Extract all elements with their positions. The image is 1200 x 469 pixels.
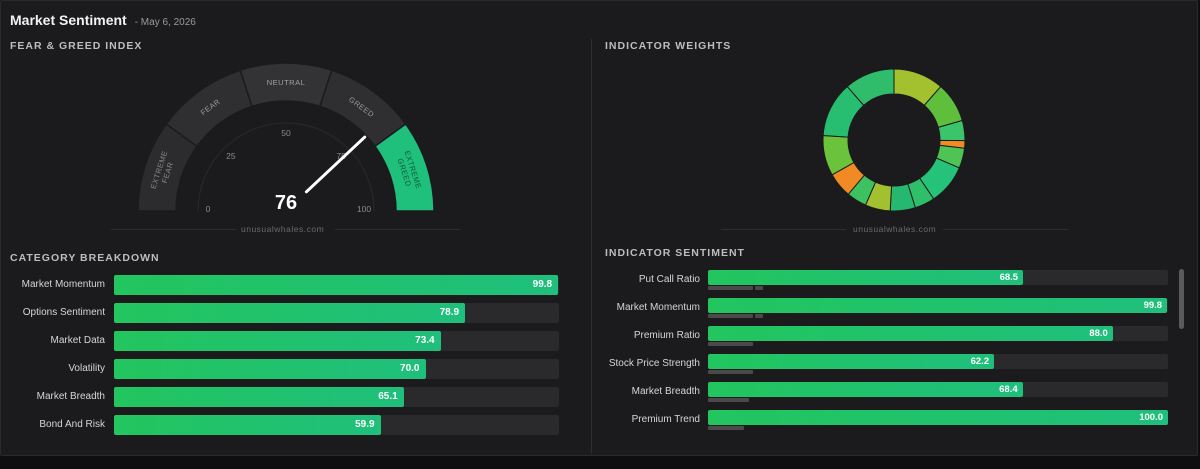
- category-bar: 70.0: [114, 359, 426, 379]
- category-bar-value: 65.1: [378, 391, 398, 402]
- indicator-bar: 68.5: [708, 270, 1024, 285]
- gauge-inner: [177, 102, 395, 211]
- category-label: Market Breadth: [36, 391, 105, 402]
- gauge-tick-label: 0: [206, 204, 211, 214]
- indicator-bar-track: 68.5: [708, 270, 1168, 285]
- category-label: Options Sentiment: [22, 307, 105, 318]
- gauge-zone-label: NEUTRAL: [267, 78, 306, 87]
- category-bar-value: 59.9: [355, 419, 375, 430]
- category-row[interactable]: Market Momentum 99.8: [1, 275, 581, 295]
- category-bar: 65.1: [114, 387, 404, 407]
- indicator-label: Put Call Ratio: [638, 274, 700, 285]
- indicator-label: Premium Trend: [631, 414, 700, 425]
- indicator-bar: 100.0: [708, 410, 1168, 425]
- indicator-row[interactable]: Market Momentum 99.8: [601, 298, 1171, 322]
- watermark-line-right: [335, 229, 460, 230]
- indicator-bar: 99.8: [708, 298, 1168, 313]
- gauge-tick-label: 50: [281, 128, 291, 138]
- gauge-zone-extreme-greed: [373, 122, 435, 212]
- indicator-bar-track: 100.0: [708, 410, 1168, 425]
- section-title-category-breakdown: CATEGORY BREAKDOWN: [10, 252, 160, 264]
- indicator-bar: 62.2: [708, 354, 995, 369]
- watermark-line-left-2: [721, 229, 846, 230]
- category-label: Bond And Risk: [39, 419, 105, 430]
- indicator-bar-track: 88.0: [708, 326, 1168, 341]
- category-row[interactable]: Market Data 73.4: [1, 331, 581, 351]
- indicator-bar-value: 68.5: [999, 272, 1019, 283]
- indicator-label: Market Breadth: [631, 386, 700, 397]
- indicator-label: Market Momentum: [616, 302, 700, 313]
- indicator-bar: 88.0: [708, 326, 1113, 341]
- section-title-indicator-weights: INDICATOR WEIGHTS: [605, 40, 732, 52]
- indicator-row[interactable]: Premium Trend 100.0: [601, 410, 1171, 434]
- category-bar-value: 99.8: [532, 279, 553, 290]
- indicator-bar-value: 88.0: [1089, 328, 1108, 339]
- category-row[interactable]: Market Breadth 65.1: [1, 387, 581, 407]
- category-bar-value: 73.4: [415, 335, 435, 346]
- watermark-line-right-2: [943, 229, 1068, 230]
- indicator-row[interactable]: Put Call Ratio 68.5: [601, 270, 1171, 294]
- indicator-bar: 68.4: [708, 382, 1023, 397]
- indicator-bar-value: 99.8: [1143, 300, 1163, 311]
- indicator-bar-value: 100.0: [1139, 412, 1163, 423]
- market-sentiment-panel: Market Sentiment - May 6, 2026 FEAR & GR…: [0, 0, 1198, 456]
- category-row[interactable]: Bond And Risk 59.9: [1, 415, 581, 435]
- category-label: Market Momentum: [21, 279, 105, 290]
- gauge-tick-label: 75: [336, 151, 346, 161]
- category-bar-track: 59.9: [114, 415, 559, 435]
- indicator-label: Premium Ratio: [633, 330, 700, 341]
- category-row[interactable]: Volatility 70.0: [1, 359, 581, 379]
- indicator-row[interactable]: Market Breadth 68.4: [601, 382, 1171, 406]
- indicator-label: Stock Price Strength: [608, 358, 700, 369]
- page-title: Market Sentiment: [10, 12, 127, 28]
- watermark-right: unusualwhales.com: [853, 224, 937, 234]
- gauge-tick-label: 100: [357, 204, 371, 214]
- category-bar: 59.9: [114, 415, 381, 435]
- category-bar-value: 70.0: [400, 363, 420, 374]
- indicator-bar-value: 68.4: [999, 384, 1018, 395]
- gauge-tick-label: 25: [226, 151, 236, 161]
- section-title-fear-greed: FEAR & GREED INDEX: [10, 40, 143, 52]
- indicator-bar-track: 62.2: [708, 354, 1168, 369]
- column-divider: [591, 39, 592, 454]
- category-label: Volatility: [68, 363, 105, 374]
- category-bar: 78.9: [114, 303, 466, 323]
- category-bar-track: 99.8: [114, 275, 559, 295]
- indicator-bar-value: 62.2: [970, 356, 990, 367]
- category-label: Market Data: [50, 335, 105, 346]
- indicator-row[interactable]: Premium Ratio 88.0: [601, 326, 1171, 350]
- category-bar-track: 73.4: [114, 331, 559, 351]
- panel-header: Market Sentiment - May 6, 2026: [10, 12, 196, 28]
- fear-greed-gauge: EXTREMEFEARFEARNEUTRALGREEDEXTREMEGREED0…: [137, 62, 435, 214]
- gauge-needle: [304, 135, 367, 194]
- category-bar-track: 70.0: [114, 359, 559, 379]
- indicator-bar-track: 68.4: [708, 382, 1168, 397]
- donut-segment[interactable]: [846, 68, 895, 107]
- indicator-bar-track: 99.8: [708, 298, 1168, 313]
- section-title-indicator-sentiment: INDICATOR SENTIMENT: [605, 247, 745, 259]
- category-bar-track: 78.9: [114, 303, 559, 323]
- gauge-tick-arc: [197, 122, 375, 212]
- category-row[interactable]: Options Sentiment 78.9: [1, 303, 581, 323]
- indicator-weights-donut: [822, 68, 966, 212]
- category-bar-track: 65.1: [114, 387, 559, 407]
- watermark-left: unusualwhales.com: [241, 224, 325, 234]
- gauge-value: 76: [275, 192, 297, 214]
- page-date: - May 6, 2026: [134, 17, 196, 28]
- category-bar: 99.8: [114, 275, 559, 295]
- category-bar: 73.4: [114, 331, 441, 351]
- indicator-sentiment-scrollbar[interactable]: [1179, 269, 1184, 329]
- indicator-row[interactable]: Stock Price Strength 62.2: [601, 354, 1171, 378]
- watermark-line-left: [111, 229, 236, 230]
- category-bar-value: 78.9: [439, 307, 460, 318]
